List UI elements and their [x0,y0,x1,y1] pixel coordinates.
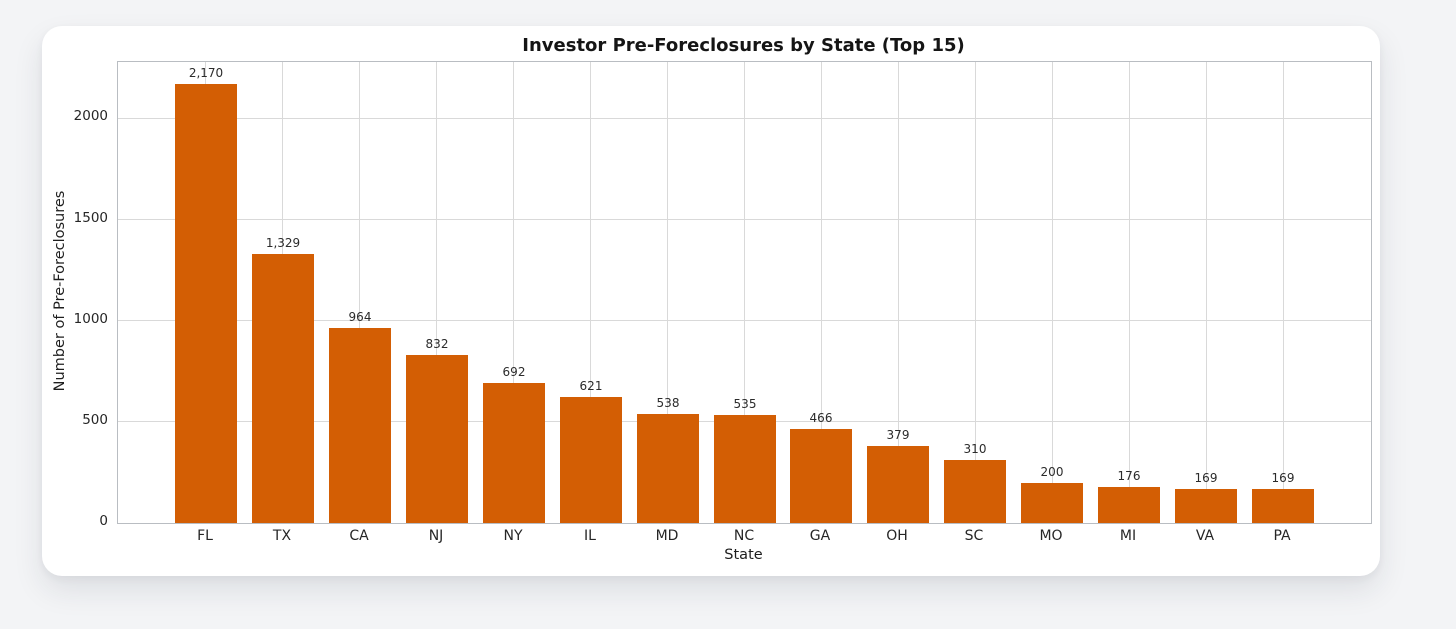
x-tick-label: NJ [428,528,444,544]
v-gridline [744,62,745,523]
bar [406,355,468,523]
v-gridline [974,62,976,523]
bar [1098,487,1160,523]
bar-value-label: 169 [1194,471,1218,485]
y-tick-label: 2000 [73,108,108,125]
bar-value-label: 2,170 [188,66,224,80]
v-gridline [667,62,669,523]
v-gridline [1051,62,1053,523]
v-gridline [590,62,592,523]
x-tick-label: MI [1119,528,1137,544]
x-tick-label: CA [349,528,369,544]
x-tick-label: MD [655,528,679,544]
bar [1175,489,1237,523]
x-tick-label: FL [197,528,213,544]
bar-value-label: 832 [425,337,449,351]
bar [252,254,314,523]
bar [944,460,1006,523]
bar [790,429,852,523]
bar-value-label: 964 [348,310,372,324]
v-gridline [897,62,899,523]
bar [714,415,776,523]
y-tick-label: 0 [99,513,108,529]
bar-value-label: 169 [1271,471,1295,485]
v-gridline [820,62,822,523]
bar-value-label: 466 [809,411,833,425]
x-axis-label: State [724,547,763,563]
bar-value-label: 538 [656,396,680,410]
bar [560,397,622,523]
x-tick-label: IL [584,528,596,544]
v-gridline [436,62,438,523]
chart-card: Investor Pre-Foreclosures by State (Top … [42,26,1380,576]
x-tick-label: GA [809,528,831,544]
bar [483,383,545,523]
bar-value-label: 176 [1117,469,1141,483]
y-tick-label: 1500 [73,209,108,226]
x-tick-label: PA [1273,528,1291,544]
v-gridline [1128,62,1130,523]
bar-value-label: 1,329 [265,236,301,250]
bar-value-label: 200 [1040,465,1064,479]
v-gridline [1205,62,1207,523]
bar [637,414,699,523]
x-tick-label: NY [503,528,523,544]
x-tick-label: MO [1039,528,1063,544]
bar [867,446,929,523]
bar-value-label: 692 [502,365,526,379]
bar-value-label: 535 [733,397,757,411]
bar-value-label: 310 [963,442,987,456]
bar [1252,489,1314,523]
bar-value-label: 621 [579,379,603,393]
y-axis-label: Number of Pre-Foreclosures [52,190,68,392]
bar [1021,483,1083,523]
x-tick-label: TX [272,528,292,544]
x-tick-label: SC [964,528,984,544]
x-tick-label: VA [1195,528,1215,544]
chart-title: Investor Pre-Foreclosures by State (Top … [522,35,965,56]
y-tick-label: 500 [82,411,108,428]
x-tick-label: OH [886,528,908,544]
v-gridline [513,62,515,523]
v-gridline [359,62,361,523]
x-tick-label: NC [733,528,755,544]
v-gridline [1282,62,1284,523]
bar [175,84,237,523]
bar [329,328,391,523]
y-tick-label: 1000 [73,310,108,327]
bar-value-label: 379 [886,428,910,442]
plot-area: 2,170 1,329 964 832 692 621 538 535 466 379 310 200… [117,61,1372,524]
